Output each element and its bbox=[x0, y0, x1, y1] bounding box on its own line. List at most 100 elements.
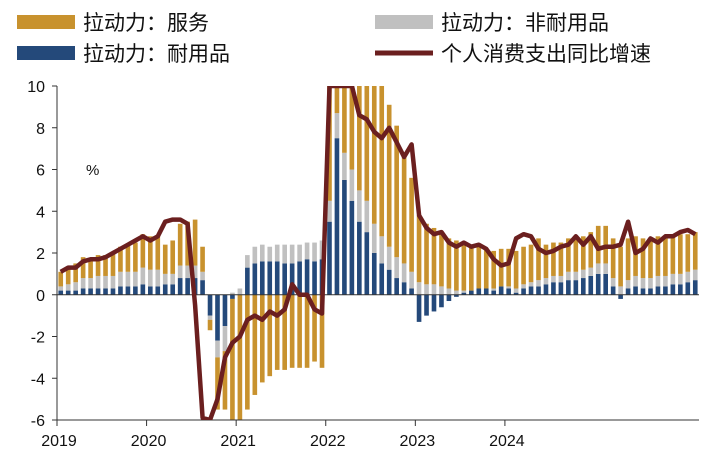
bar-nondurables-71 bbox=[588, 267, 594, 276]
bar-nondurables-28 bbox=[267, 246, 273, 262]
bar-durables-56 bbox=[476, 288, 482, 295]
bar-durables-63 bbox=[528, 286, 534, 295]
bar-services-12 bbox=[147, 236, 153, 270]
bar-nondurables-40 bbox=[357, 190, 362, 222]
bar-durables-57 bbox=[483, 288, 489, 295]
bar-durables-32 bbox=[297, 261, 302, 295]
bar-services-6 bbox=[103, 255, 108, 276]
bar-services-40 bbox=[357, 86, 362, 191]
bar-nondurables-31 bbox=[289, 244, 295, 264]
bar-nondurables-72 bbox=[595, 263, 601, 274]
bar-durables-71 bbox=[588, 275, 594, 295]
bar-nondurables-48 bbox=[416, 282, 422, 295]
bar-nondurables-77 bbox=[633, 275, 638, 287]
bar-services-66 bbox=[551, 242, 556, 276]
bar-services-77 bbox=[633, 236, 638, 276]
bar-services-16 bbox=[177, 223, 183, 266]
bar-durables-40 bbox=[357, 221, 362, 295]
bar-durables-55 bbox=[468, 290, 474, 295]
bar-services-62 bbox=[521, 246, 526, 285]
bar-durables-81 bbox=[663, 286, 668, 295]
bar-nondurables-85 bbox=[692, 269, 698, 281]
bar-nondurables-42 bbox=[371, 223, 377, 253]
bar-durables-38 bbox=[342, 179, 347, 295]
bar-durables-14 bbox=[162, 284, 168, 295]
bar-durables-11 bbox=[140, 284, 146, 295]
bar-nondurables-83 bbox=[678, 273, 683, 285]
bar-nondurables-34 bbox=[312, 242, 317, 262]
bar-durables-7 bbox=[110, 288, 116, 295]
legend-label-nondurables: 拉动力：非耐用品 bbox=[441, 11, 609, 35]
bar-durables-77 bbox=[633, 286, 638, 295]
bar-services-4 bbox=[88, 259, 93, 279]
bar-durables-21 bbox=[215, 294, 220, 341]
bar-durables-70 bbox=[580, 278, 586, 295]
bar-services-68 bbox=[566, 238, 571, 272]
bar-services-60 bbox=[506, 248, 511, 287]
bar-services-52 bbox=[446, 238, 452, 289]
bar-nondurables-3 bbox=[80, 278, 86, 289]
bar-durables-39 bbox=[349, 200, 355, 295]
bar-durables-79 bbox=[648, 288, 653, 295]
bar-durables-3 bbox=[80, 288, 86, 295]
bar-durables-8 bbox=[118, 286, 123, 295]
bar-nondurables-24 bbox=[237, 288, 243, 295]
bar-durables-19 bbox=[200, 280, 205, 295]
bar-durables-13 bbox=[155, 286, 161, 295]
bar-services-0 bbox=[58, 271, 64, 287]
bar-durables-41 bbox=[364, 232, 370, 295]
x-tick-label: 2019 bbox=[41, 433, 77, 450]
bar-durables-30 bbox=[282, 263, 288, 295]
y-tick-label: -2 bbox=[31, 330, 45, 347]
bar-durables-59 bbox=[498, 286, 504, 295]
bar-durables-65 bbox=[543, 284, 549, 295]
bar-nondurables-11 bbox=[140, 267, 146, 285]
bar-services-1 bbox=[65, 267, 71, 285]
bar-services-13 bbox=[155, 236, 161, 270]
pce-line bbox=[59, 86, 697, 420]
bar-nondurables-10 bbox=[133, 271, 138, 287]
bar-durables-15 bbox=[170, 284, 176, 295]
bar-nondurables-33 bbox=[304, 242, 310, 260]
bar-durables-49 bbox=[424, 294, 429, 316]
bar-nondurables-25 bbox=[245, 255, 250, 268]
bar-services-8 bbox=[118, 246, 123, 272]
bar-services-32 bbox=[297, 294, 302, 368]
bar-nondurables-84 bbox=[685, 271, 691, 283]
bar-nondurables-52 bbox=[446, 288, 452, 295]
bar-nondurables-36 bbox=[327, 200, 332, 222]
bar-nondurables-43 bbox=[379, 236, 385, 264]
bar-nondurables-65 bbox=[543, 278, 549, 285]
stacked-bars bbox=[58, 86, 698, 420]
bar-services-38 bbox=[342, 86, 347, 153]
bar-durables-16 bbox=[177, 278, 183, 295]
bar-durables-69 bbox=[573, 280, 579, 295]
bar-services-28 bbox=[267, 294, 273, 377]
bar-durables-17 bbox=[185, 278, 190, 295]
bar-services-27 bbox=[259, 294, 265, 383]
bar-services-31 bbox=[289, 294, 295, 368]
bar-durables-37 bbox=[334, 138, 340, 295]
bar-nondurables-82 bbox=[670, 273, 676, 285]
bar-durables-2 bbox=[73, 290, 78, 295]
bar-nondurables-49 bbox=[424, 284, 429, 295]
bar-durables-68 bbox=[566, 280, 571, 295]
bar-services-21 bbox=[215, 357, 220, 410]
bar-nondurables-26 bbox=[252, 246, 258, 264]
bar-services-3 bbox=[80, 257, 86, 279]
bar-services-76 bbox=[625, 238, 631, 281]
bar-services-85 bbox=[692, 232, 698, 270]
bar-nondurables-7 bbox=[110, 275, 116, 289]
bar-durables-62 bbox=[521, 288, 526, 295]
line-pce-growth bbox=[59, 86, 697, 420]
bar-durables-67 bbox=[558, 282, 564, 295]
bar-services-56 bbox=[476, 246, 482, 289]
bar-nondurables-75 bbox=[618, 286, 623, 295]
bar-services-83 bbox=[678, 234, 683, 274]
y-tick-label: 2 bbox=[36, 246, 45, 263]
bar-nondurables-8 bbox=[118, 271, 123, 287]
bar-services-24 bbox=[237, 294, 243, 420]
bar-nondurables-64 bbox=[536, 280, 541, 287]
bar-nondurables-14 bbox=[162, 273, 168, 285]
bar-durables-53 bbox=[454, 294, 459, 297]
